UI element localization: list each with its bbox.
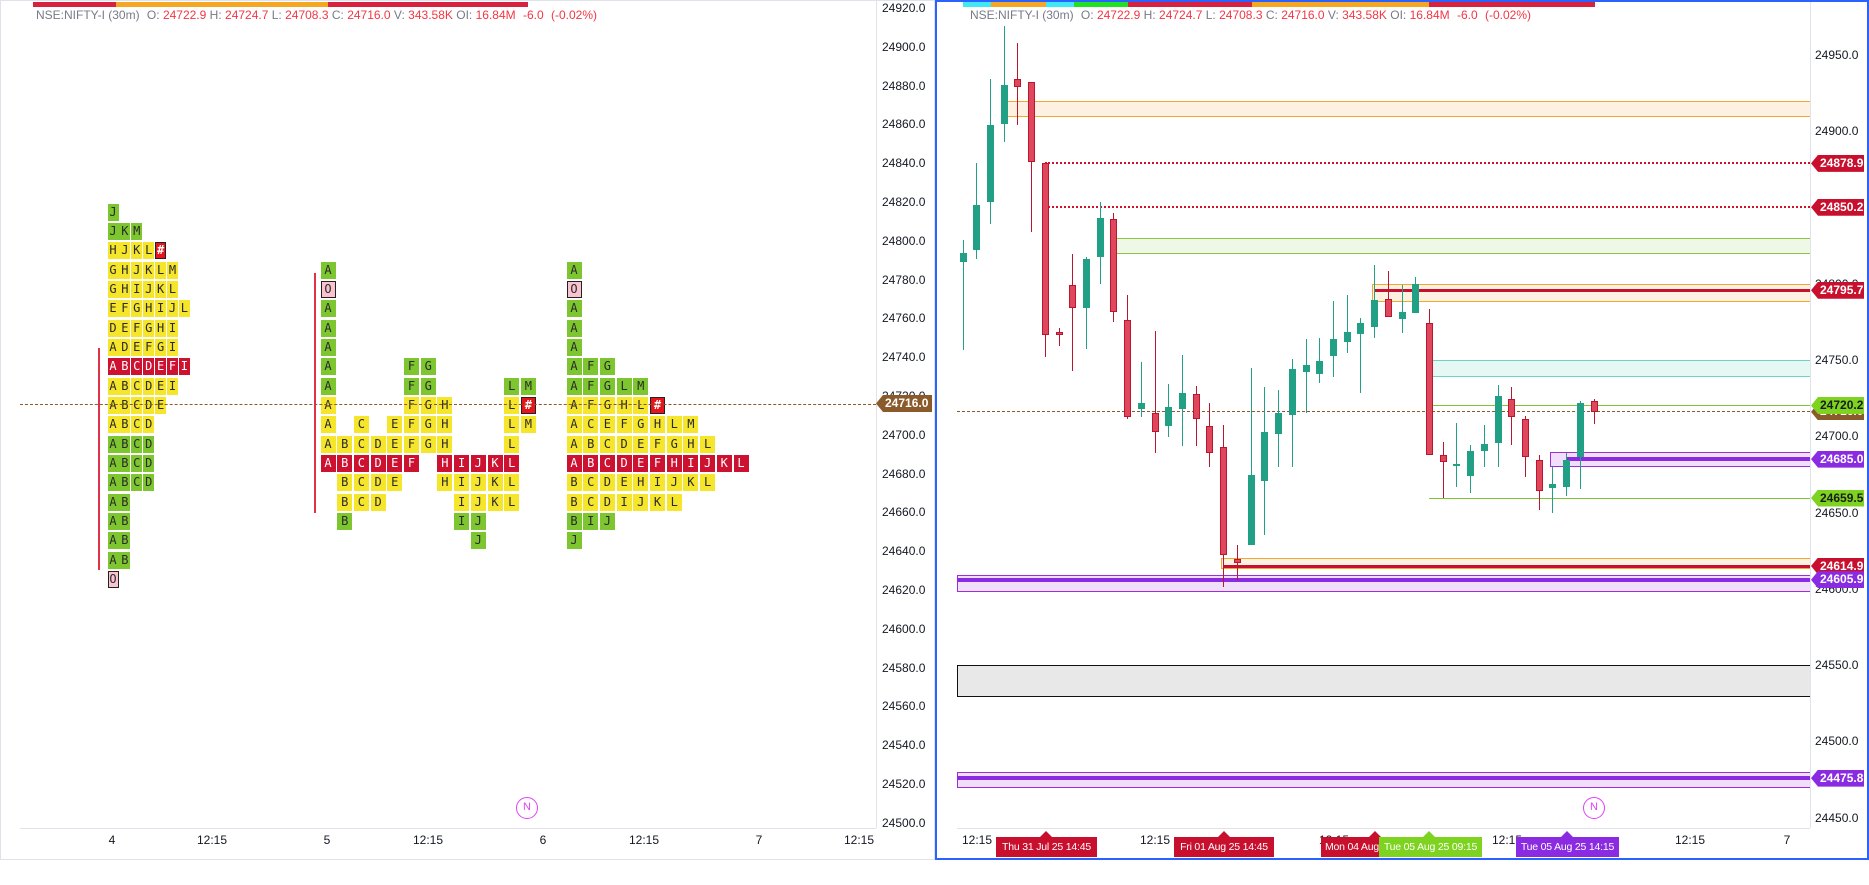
low-label: L:	[271, 8, 282, 22]
open-value: 24722.9	[1096, 8, 1141, 22]
volume-value: 343.58K	[1342, 8, 1387, 22]
high-label: H:	[1143, 8, 1156, 22]
low-label: L:	[1205, 8, 1216, 22]
close-value: 24716.0	[347, 8, 391, 22]
low-value: 24708.3	[285, 8, 329, 22]
left-time-axis-line	[20, 828, 876, 829]
low-value: 24708.3	[1219, 8, 1263, 22]
right-symbol-label[interactable]: NSE:NIFTY-I (30m)	[970, 8, 1074, 22]
right-price-axis-separator	[1810, 2, 1811, 828]
open-label: O:	[1080, 8, 1094, 22]
right-chart-plot[interactable]	[937, 2, 1810, 828]
close-label: C:	[1265, 8, 1278, 22]
left-current-price-label: 24716.0	[876, 395, 932, 412]
right-legend: NSE:NIFTY-I (30m) O: 24722.9 H: 24724.7 …	[970, 8, 1531, 22]
volume-label: V:	[393, 8, 405, 22]
oi-value: 16.84M	[1409, 8, 1450, 22]
left-symbol-label[interactable]: NSE:NIFTY-I (30m)	[36, 8, 140, 22]
left-legend: NSE:NIFTY-I (30m) O: 24722.9 H: 24724.7 …	[36, 8, 597, 22]
high-value: 24724.7	[225, 8, 269, 22]
high-value: 24724.7	[1159, 8, 1203, 22]
oi-label: OI:	[1390, 8, 1407, 22]
oi-label: OI:	[456, 8, 473, 22]
high-label: H:	[209, 8, 222, 22]
change-percent: (-0.02%)	[551, 8, 598, 22]
right-time-axis-line	[957, 828, 1810, 829]
open-label: O:	[146, 8, 160, 22]
change-value: -6.0	[1456, 8, 1478, 22]
left-price-axis-separator	[876, 0, 877, 828]
volume-label: V:	[1327, 8, 1339, 22]
volume-value: 343.58K	[408, 8, 453, 22]
left-price-axis[interactable]	[877, 0, 934, 828]
close-label: C:	[331, 8, 344, 22]
oi-value: 16.84M	[475, 8, 516, 22]
right-time-axis[interactable]	[937, 829, 1810, 857]
open-value: 24722.9	[162, 8, 207, 22]
change-percent: (-0.02%)	[1485, 8, 1532, 22]
left-time-axis[interactable]	[1, 829, 876, 857]
change-value: -6.0	[522, 8, 544, 22]
right-price-axis[interactable]	[1811, 2, 1866, 828]
left-chart-panel[interactable]	[0, 0, 935, 860]
close-value: 24716.0	[1281, 8, 1325, 22]
